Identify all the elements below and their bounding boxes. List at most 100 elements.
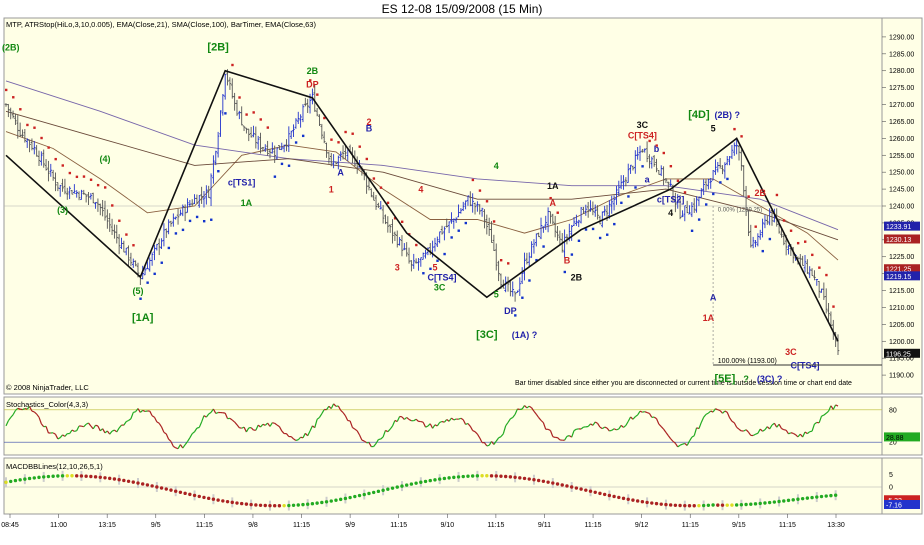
stochastics-segment [472,430,476,433]
atr-stop-dot [252,111,255,114]
time-tick-label: 9/11 [538,522,551,529]
macd-dot [301,502,305,507]
stochastics-segment [76,425,80,431]
price-bar [638,145,642,161]
macd-dot [239,501,244,506]
stochastics-segment [785,429,790,435]
stochastics-segment [691,435,695,438]
stochastics-segment [540,419,544,424]
macd-dot [640,499,645,504]
macd-dot [404,483,409,487]
macd-dot [569,485,574,489]
stochastics-segment [823,412,827,416]
atr-stop-dot [499,259,503,262]
stochastics-segment [514,408,519,415]
macd-dot [593,490,597,495]
price-bar [301,104,305,123]
atr-stop-dot [174,232,178,235]
stochastics-panel[interactable] [3,396,883,456]
price-bar [824,288,828,314]
atr-stop-dot [125,233,128,236]
macd-dot [145,483,150,487]
macd-dot [27,476,32,481]
atr-stop-dot [457,229,460,232]
price-bar [327,152,331,164]
wave-label: 5 [494,289,499,299]
stochastics-segment [7,417,12,422]
stochastics-segment [835,404,839,407]
stochastics-segment [352,427,356,430]
wave-label: B [366,124,373,134]
atr-stop-dot [591,227,595,231]
atr-stop-dot [613,222,616,226]
macd-dot [782,499,786,503]
stochastics-segment [45,426,49,434]
atr-stop-dot [238,96,241,99]
price-bar [801,255,804,266]
stochastics-segment [69,429,73,434]
macd-dot [376,489,381,494]
atr-stop-dot [485,200,489,203]
stochastics-segment [415,418,419,422]
stochastics-segment [460,417,464,421]
price-bar [115,224,119,244]
macd-dot [272,504,277,508]
time-tick-label: 9/15 [732,522,746,529]
stochastics-segment [201,415,205,423]
stochastics-segment [389,425,394,430]
stochastics-segment [156,421,160,424]
stochastics-segment [375,439,379,444]
macd-dot [18,478,22,482]
stochastics-segment [486,444,490,447]
price-bar [421,252,425,260]
macd-dot [508,475,513,479]
stochastics-segment [674,442,679,448]
macd-dot [60,474,65,478]
atr-stop-dot [68,171,72,175]
stochastics-segment [224,412,229,419]
atr-stop-dot [577,239,581,242]
stochastics-segment [130,412,134,419]
macd-dot [395,485,399,489]
stochastics-segment [479,437,483,443]
stochastics-segment [590,423,594,426]
time-tick-label: 11:15 [779,522,796,529]
stochastics-segment [396,416,401,422]
price-bar [37,150,41,167]
macd-dot [13,478,18,483]
macd-dot [367,491,371,496]
macd-dot [730,503,734,507]
atr-stop-dot [811,253,814,257]
wave-label: [1A] [132,312,154,324]
stochastics-segment [811,423,816,432]
stochastics-segment [434,424,438,427]
macd-dot [4,480,8,484]
atr-stop-dot [521,296,524,299]
stochastics-segment [832,404,837,410]
price-bar [242,125,246,132]
macd-dot [122,478,126,483]
atr-stop-dot [782,219,786,222]
price-bar [582,206,585,214]
atr-stop-dot [210,218,213,221]
price-bar [54,172,57,192]
price-bar [247,128,251,142]
atr-stop-dot [344,130,347,134]
stochastics-segment [441,420,445,423]
stochastics-segment [62,434,66,437]
stochastics-segment [599,426,603,430]
stochastics-segment [401,416,405,420]
price-bar [464,200,467,210]
wave-label: (3) [57,205,68,215]
atr-stop-dot [323,116,326,120]
macd-dot [103,476,107,480]
price-bar [73,184,76,194]
stochastics-segment [453,418,457,421]
price-bar [334,161,338,165]
stochastics-segment [295,439,299,442]
stochastics-segment [314,419,318,428]
wave-label: 2 [366,117,371,127]
atr-stop-dot [563,270,566,274]
stochastics-segment [210,408,214,413]
